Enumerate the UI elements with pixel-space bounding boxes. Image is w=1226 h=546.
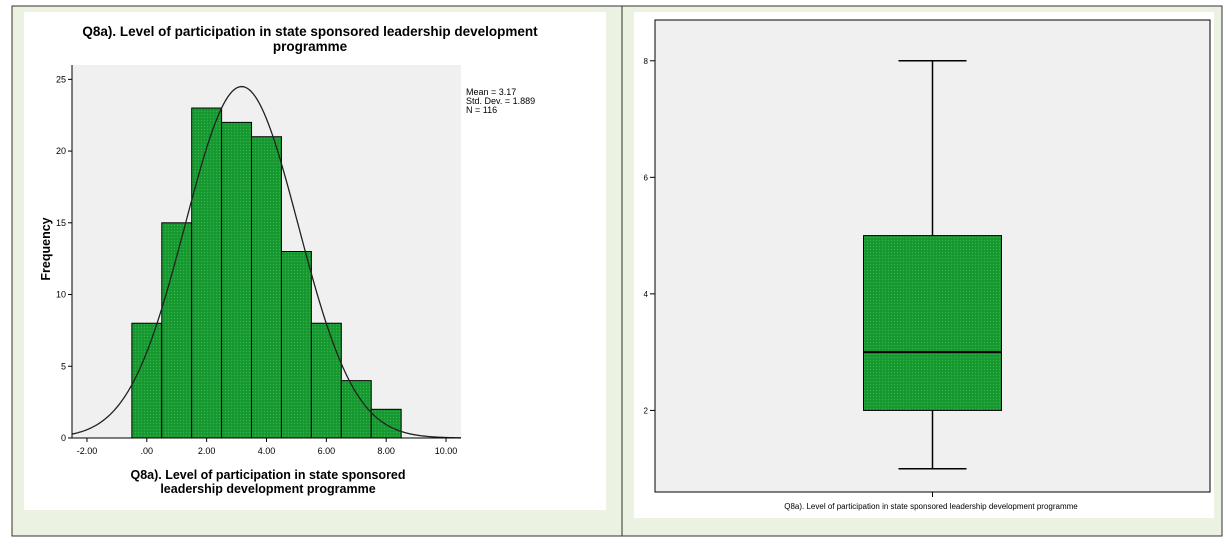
histogram-bar <box>131 322 163 439</box>
boxplot-xlabel: Q8a). Level of participation in state sp… <box>784 502 1078 511</box>
boxplot-marks <box>863 60 1002 470</box>
histogram-xlabel-line-1: Q8a). Level of participation in state sp… <box>130 468 405 482</box>
boxplot-y-tick-label: 6 <box>644 173 649 182</box>
histogram-x-tick-label: 10.00 <box>435 446 458 456</box>
histogram-y-tick-label: 25 <box>56 74 66 84</box>
stats-mean: Mean = 3.17 <box>466 87 516 97</box>
boxplot-y-tick-label: 4 <box>644 290 649 299</box>
histogram-title-line-2: programme <box>273 39 348 54</box>
histogram-bar <box>221 121 253 439</box>
histogram-bar <box>251 136 282 439</box>
histogram-y-tick-label: 0 <box>61 433 66 443</box>
histogram-y-tick-label: 15 <box>56 218 66 228</box>
histogram-y-tick-label: 10 <box>56 290 66 300</box>
histogram-x-tick-label: 8.00 <box>377 446 395 456</box>
histogram-x-tick-label: 6.00 <box>318 446 336 456</box>
histogram-bar <box>280 251 312 439</box>
histogram-x-tick-label: 4.00 <box>258 446 276 456</box>
boxplot-chart: 2 4 6 8 Q8a). Level of participation in sta… <box>644 19 1211 511</box>
histogram-axes: 0 5 10 15 20 25 -2.00 .00 2.00 4.00 6.00 8.00 10.00 <box>56 65 461 456</box>
normal-curve <box>71 85 462 439</box>
histogram-x-tick-label: -2.00 <box>77 446 98 456</box>
histogram-bar <box>370 408 402 439</box>
histogram-ylabel: Frequency <box>39 217 53 280</box>
histogram-y-tick-label: 5 <box>61 361 66 371</box>
histogram-title-line-1: Q8a). Level of participation in state sp… <box>82 24 538 39</box>
boxplot-y-tick-label: 2 <box>644 406 649 415</box>
histogram-x-tick-label: .00 <box>141 446 154 456</box>
histogram-bar <box>191 107 223 439</box>
boxplot-axes: 2 4 6 8 <box>644 57 933 497</box>
histogram-y-tick-label: 20 <box>56 146 66 156</box>
histogram-bar <box>340 380 372 439</box>
histogram-bar <box>310 322 342 439</box>
stats-std-dev: Std. Dev. = 1.889 <box>466 96 535 106</box>
boxplot-box <box>863 235 1002 411</box>
histogram-x-tick-label: 2.00 <box>198 446 216 456</box>
histogram-bars <box>131 107 402 439</box>
histogram-xlabel-line-2: leadership development programme <box>160 482 375 496</box>
histogram-chart: Q8a). Level of participation in state sp… <box>39 24 538 496</box>
boxplot-y-tick-label: 8 <box>644 57 649 66</box>
stats-n: N = 116 <box>466 105 497 115</box>
